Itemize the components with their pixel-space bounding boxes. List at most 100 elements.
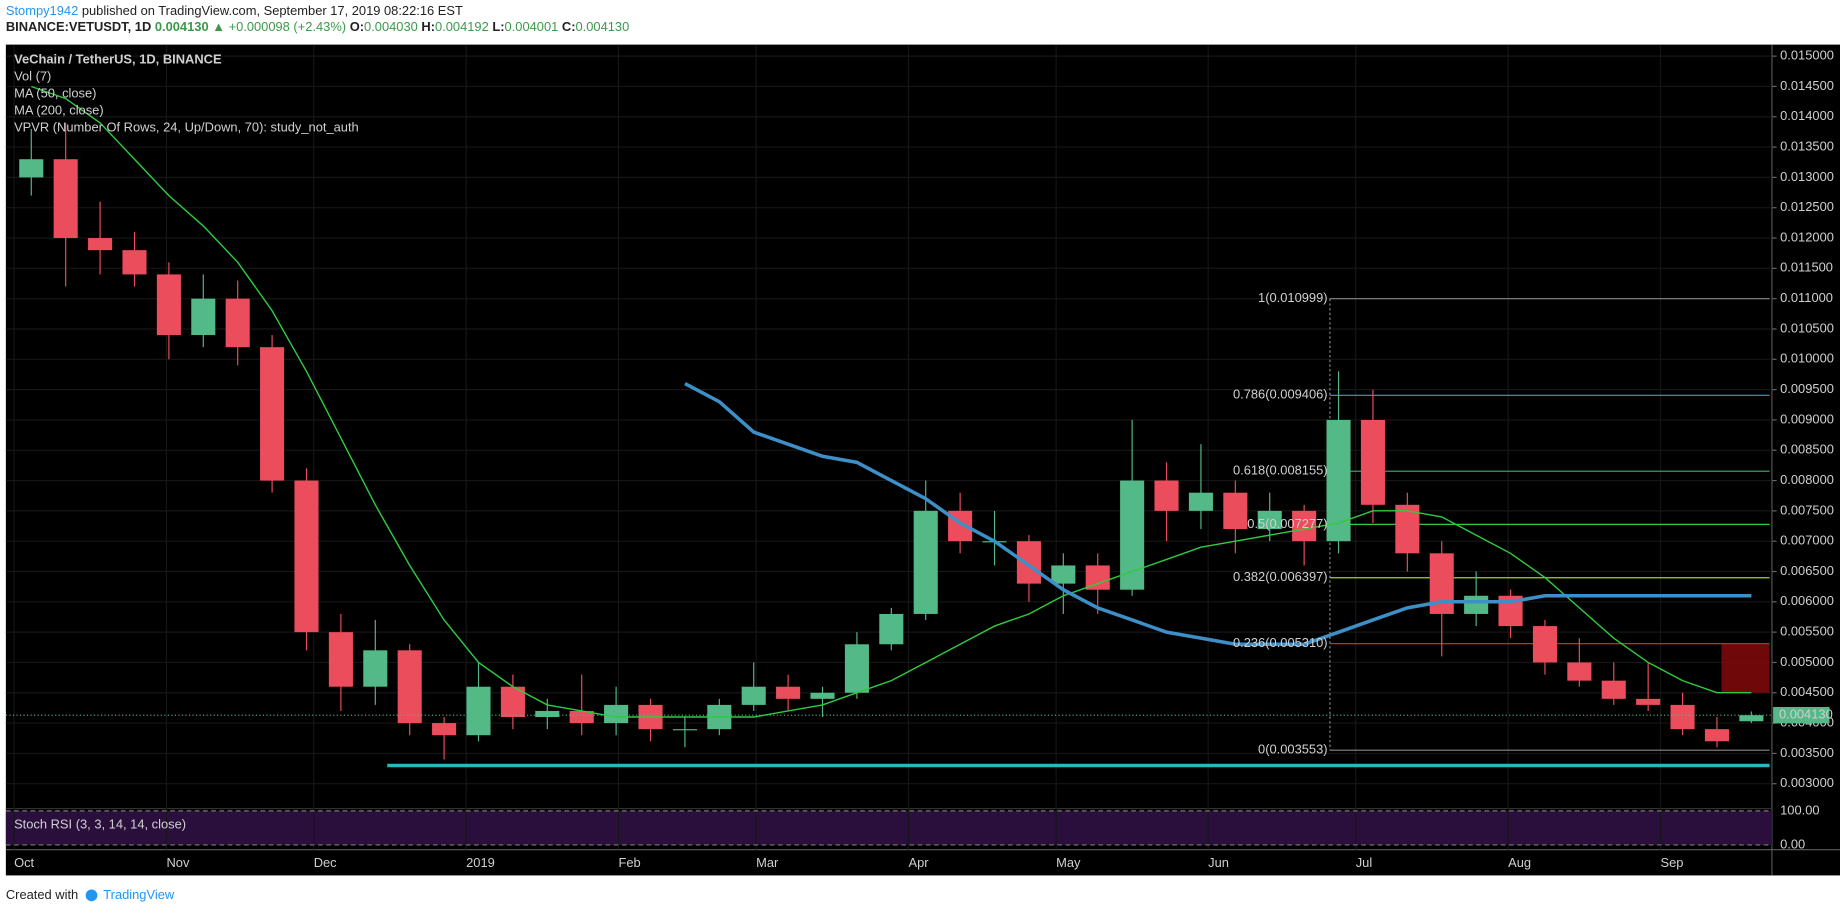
x-tick-label: Jul <box>1356 855 1372 870</box>
candle-body <box>1154 480 1179 511</box>
y-tick-label: 0.012000 <box>1780 229 1834 244</box>
candle-body <box>1739 715 1764 722</box>
candle-body <box>1085 565 1110 590</box>
legend-entry: VeChain / TetherUS, 1D, BINANCE <box>14 51 222 66</box>
y-tick-label: 0.003500 <box>1780 745 1834 760</box>
published: published on TradingView.com, September … <box>78 3 463 18</box>
ma-line <box>31 85 1752 718</box>
symbol: BINANCE:VETUSDT, 1D <box>6 20 151 35</box>
x-tick-label: Nov <box>166 855 189 870</box>
labels: 0.0030000.0035000.0040000.0045000.005000… <box>14 48 1834 871</box>
candle-body <box>1704 729 1729 742</box>
candle-body <box>88 238 113 251</box>
y-tick-label: 0.005000 <box>1780 654 1834 669</box>
brand[interactable]: TradingView <box>103 887 175 902</box>
candle-body <box>1464 595 1489 614</box>
candle-body <box>810 692 835 699</box>
y-tick-label: 0.007500 <box>1780 502 1834 517</box>
o: 0.004030 <box>364 20 418 35</box>
last-price-label: 0.004130 <box>1779 707 1833 722</box>
candle-body <box>191 298 216 336</box>
y-tick-label: 0.006500 <box>1780 563 1834 578</box>
candle-body <box>294 480 319 633</box>
y-tick-label: 0.009500 <box>1780 381 1834 396</box>
candle-body <box>1360 419 1385 505</box>
candle-body <box>1188 492 1213 511</box>
h: 0.004192 <box>435 20 489 35</box>
footer: Created with TradingView <box>6 887 175 902</box>
candle-body <box>1120 480 1145 590</box>
candle-body <box>672 729 697 731</box>
created: Created with <box>6 887 78 902</box>
legend-entry: MA (200, close) <box>14 102 104 117</box>
candle-body <box>1257 510 1282 530</box>
header-line: Stompy1942 published on TradingView.com,… <box>6 3 463 18</box>
candle-body <box>1223 492 1248 530</box>
x-tick-label: Dec <box>314 855 337 870</box>
arrow: ▲ <box>212 20 225 35</box>
y-tick-label: 0.014500 <box>1780 78 1834 93</box>
candle-body <box>260 347 285 481</box>
candle-body <box>1016 541 1041 584</box>
y-tick-label: 0.011500 <box>1780 260 1833 275</box>
candle-body <box>328 632 353 687</box>
y-tick-label: 0.003000 <box>1780 775 1834 790</box>
stoch-tick-label: 0.00 <box>1780 836 1805 851</box>
candle-body <box>879 613 904 645</box>
candle-body <box>1601 680 1626 699</box>
change: +0.000098 (+2.43%) <box>229 20 347 35</box>
h-label: H: <box>421 20 435 35</box>
chart-panel <box>5 44 1840 876</box>
candle-body <box>569 710 594 724</box>
author[interactable]: Stompy1942 <box>6 3 78 18</box>
candle-body <box>19 159 44 178</box>
y-tick-label: 0.010000 <box>1780 351 1834 366</box>
y-tick-label: 0.007000 <box>1780 533 1834 548</box>
x-tick-label: Aug <box>1508 855 1531 870</box>
y-tick-label: 0.014000 <box>1780 108 1834 123</box>
fib-label: 0.5(0.007277) <box>1247 516 1327 531</box>
fib-label: 0.786(0.009406) <box>1233 387 1328 402</box>
candle-body <box>1670 704 1695 730</box>
candle-body <box>535 710 560 718</box>
c-label: C: <box>562 20 576 35</box>
candle-body <box>1636 698 1661 705</box>
stoch-title: Stoch RSI (3, 3, 14, 14, close) <box>14 816 186 831</box>
fib-label: 0.382(0.006397) <box>1233 569 1328 584</box>
y-tick-label: 0.006000 <box>1780 593 1834 608</box>
fib-label: 0.236(0.005310) <box>1233 635 1328 650</box>
candle-body <box>225 298 250 348</box>
x-tick-label: Feb <box>619 855 641 870</box>
y-tick-label: 0.012500 <box>1780 199 1834 214</box>
y-tick-label: 0.015000 <box>1780 48 1834 63</box>
candle-body <box>741 686 766 705</box>
brand-logo <box>85 889 98 902</box>
x-tick-label: 2019 <box>466 855 495 870</box>
candle-body <box>1326 419 1351 542</box>
candle-body <box>432 723 457 736</box>
candle-body <box>1532 626 1557 663</box>
header: Stompy1942 published on TradingView.com,… <box>6 3 629 34</box>
legend-entry: VPVR (Number Of Rows, 24, Up/Down, 70): … <box>14 119 359 134</box>
fib-label: 1(0.010999) <box>1258 290 1328 305</box>
x-tick-label: Apr <box>909 855 930 870</box>
marks <box>5 85 1772 768</box>
symbol-line: BINANCE:VETUSDT, 1D 0.004130 ▲ +0.000098… <box>6 20 629 35</box>
stoch-tick-label: 100.00 <box>1780 802 1819 817</box>
candle-body <box>1051 565 1076 584</box>
candle-body <box>604 704 629 724</box>
candle-body <box>1567 662 1592 681</box>
fib-label: 0(0.003553) <box>1258 742 1328 757</box>
stoch-band <box>5 810 1772 845</box>
candle-body <box>913 510 938 614</box>
candle-body <box>156 274 181 336</box>
candle-body <box>397 650 422 724</box>
candle-body <box>776 686 801 699</box>
legend-entry: MA (50, close) <box>14 85 96 100</box>
price: 0.004130 <box>155 20 209 35</box>
l: 0.004001 <box>505 20 559 35</box>
x-tick-label: Mar <box>756 855 779 870</box>
candle-body <box>122 250 147 275</box>
